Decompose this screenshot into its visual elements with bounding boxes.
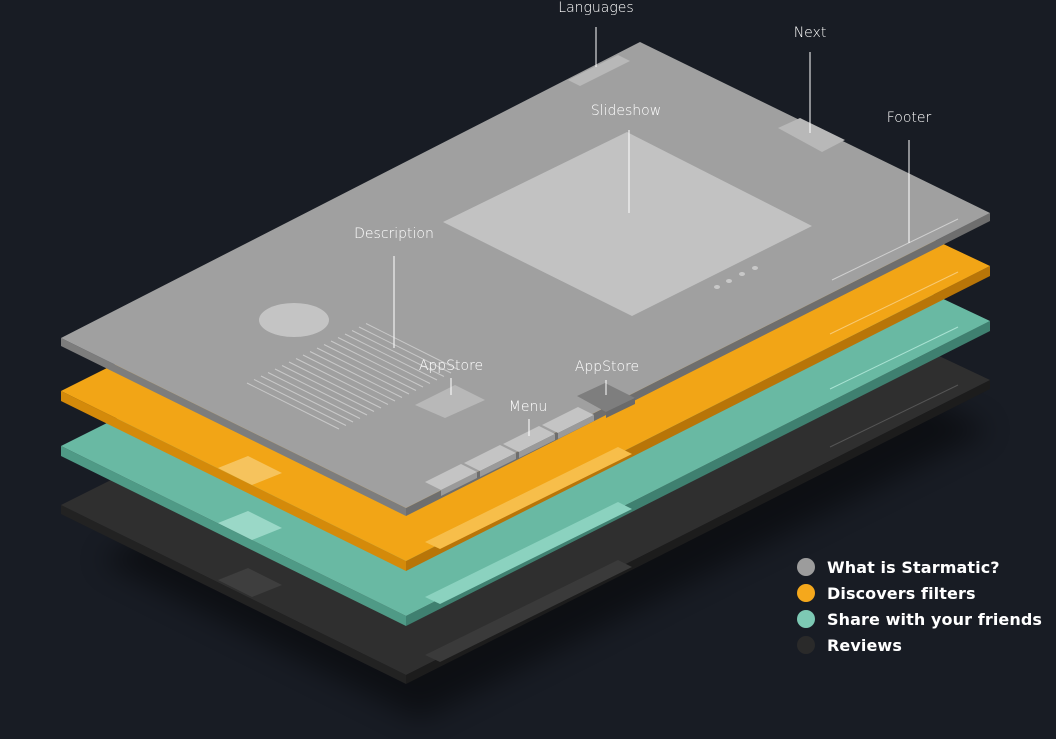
menu-tile-side <box>558 415 594 439</box>
menu-tile <box>542 407 594 433</box>
description-line <box>260 375 354 423</box>
layer-starmatic <box>61 42 990 516</box>
legend-label: Share with your friends <box>827 609 1043 629</box>
appstore-right-element <box>577 383 635 412</box>
description-line <box>246 382 340 430</box>
legend-dot-icon <box>797 636 815 654</box>
menu-tile <box>425 464 477 490</box>
callout-appstore-left: AppStore <box>419 358 483 374</box>
menu-tile-side <box>519 434 555 458</box>
callout-next: Next <box>794 25 827 41</box>
menu-tile-side <box>480 453 516 477</box>
legend-dot-icon <box>797 610 815 628</box>
callout-lines <box>393 27 910 436</box>
logo-element <box>259 303 329 337</box>
appstore-left-element <box>415 385 485 418</box>
legend: What is Starmatic? Discovers filters Sha… <box>797 557 1042 655</box>
description-line <box>288 361 382 409</box>
description-line <box>253 379 347 426</box>
description-element <box>246 323 459 430</box>
next-element <box>778 118 845 152</box>
legend-label: What is Starmatic? <box>827 557 1000 577</box>
description-line <box>267 372 361 419</box>
menu-tile-side <box>441 472 477 496</box>
slideshow-dots <box>714 266 758 289</box>
description-line <box>323 344 417 391</box>
legend-item-reviews: Reviews <box>797 635 1042 655</box>
callout-languages: Languages <box>558 0 633 16</box>
callout-footer: Footer <box>887 110 932 126</box>
callout-menu: Menu <box>509 399 547 415</box>
footer-element <box>831 218 959 281</box>
menu-element <box>425 407 594 496</box>
languages-element <box>568 55 630 86</box>
description-line <box>337 337 431 384</box>
callout-description: Description <box>354 226 434 242</box>
description-line <box>365 323 459 370</box>
legend-dot-icon <box>797 558 815 576</box>
description-line <box>309 351 403 398</box>
menu-tile <box>464 445 516 471</box>
callout-slideshow: Slideshow <box>591 103 661 119</box>
legend-dot-icon <box>797 584 815 602</box>
legend-label: Discovers filters <box>827 583 976 603</box>
description-line <box>344 333 438 381</box>
description-line <box>295 358 389 405</box>
description-line <box>358 326 452 374</box>
legend-item-filters: Discovers filters <box>797 583 1042 603</box>
legend-label: Reviews <box>827 635 902 655</box>
callout-appstore-right: AppStore <box>575 359 639 375</box>
legend-item-starmatic: What is Starmatic? <box>797 557 1042 577</box>
description-line <box>281 365 375 412</box>
menu-tile <box>503 426 555 452</box>
slideshow-element <box>443 132 812 316</box>
legend-item-share: Share with your friends <box>797 609 1042 629</box>
description-line <box>330 340 424 388</box>
description-line <box>351 330 445 377</box>
description-line <box>302 354 396 402</box>
description-line <box>316 347 410 395</box>
description-line <box>274 368 368 416</box>
